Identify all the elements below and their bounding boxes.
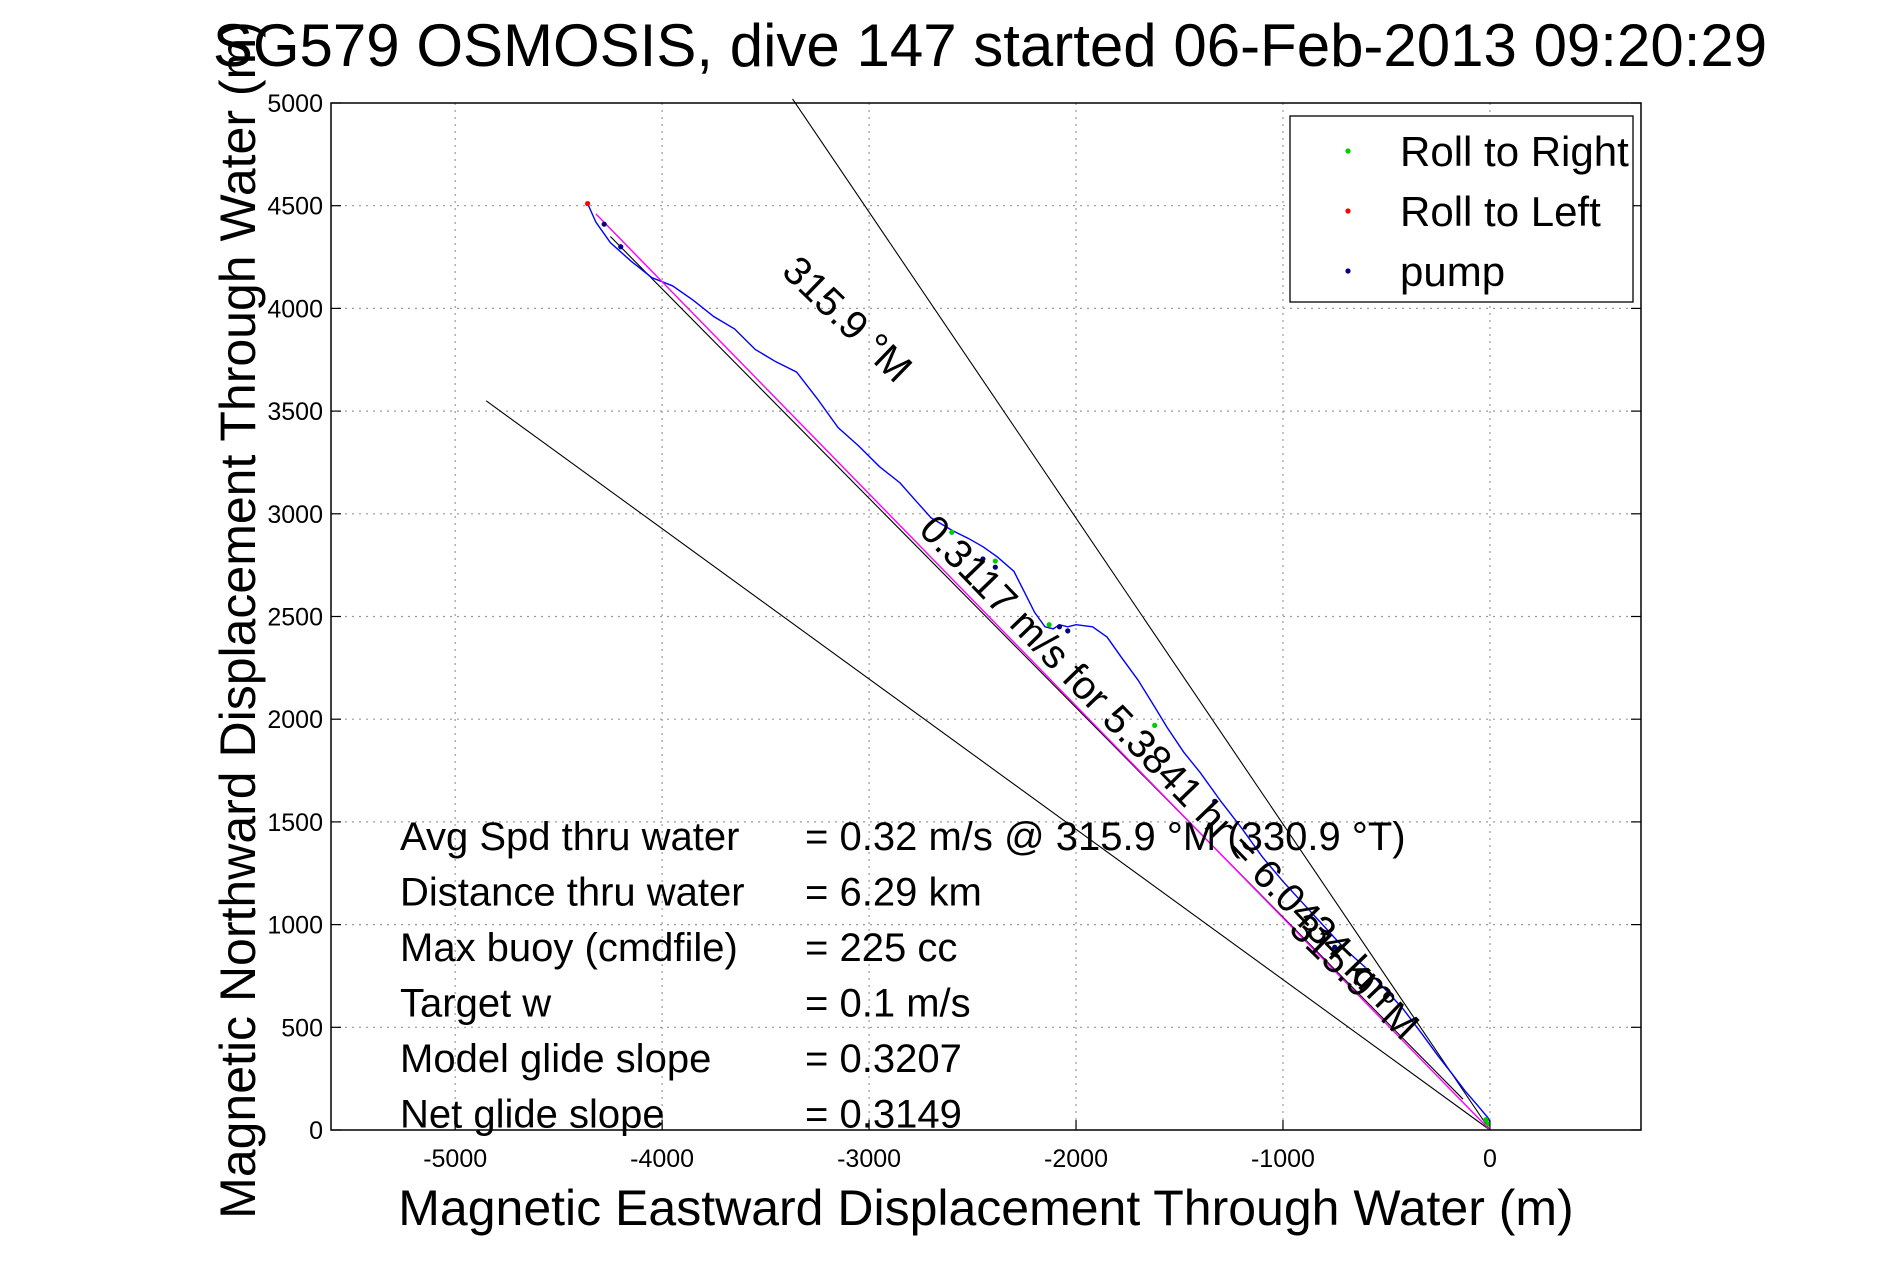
marker-roll-right (949, 529, 955, 535)
marker-pump (601, 221, 607, 227)
y-tick-label: 2000 (267, 706, 323, 734)
marker-pump (1065, 628, 1071, 634)
marker-roll-right (992, 558, 998, 564)
marker-pump (1212, 798, 1218, 804)
y-axis-label: Magnetic Northward Displacement Through … (210, 21, 266, 1219)
series-line-track (586, 203, 1491, 1123)
y-tick-label: 2500 (267, 604, 323, 632)
series (586, 203, 1491, 1131)
grid (331, 103, 1641, 1130)
stat-label: Net glide slope (400, 1093, 665, 1137)
reference-line (609, 236, 1464, 1100)
y-tick-label: 4500 (267, 193, 323, 221)
ticks: -5000 -4000 -3000 -2000 -1000 0 0 500 1000 1500 20… (267, 90, 1641, 1173)
marker-roll-right (1363, 967, 1369, 973)
y-tick-label: 1500 (267, 809, 323, 837)
y-tick-label: 500 (281, 1014, 323, 1042)
stat-value: = 0.32 m/s @ 315.9 °M (330.9 °T) (805, 815, 1406, 859)
stat-label: Max buoy (cmdfile) (400, 926, 738, 970)
legend-label: pump (1400, 248, 1505, 295)
marker-roll-right (1152, 722, 1158, 728)
x-tick-label: -1000 (1251, 1145, 1315, 1173)
y-tick-label: 1000 (267, 912, 323, 940)
stat-value: = 0.1 m/s (805, 982, 971, 1026)
chart-title: SG579 OSMOSIS, dive 147 started 06-Feb-2… (213, 12, 1767, 79)
y-tick-label: 3000 (267, 501, 323, 529)
legend-label: Roll to Right (1400, 128, 1629, 175)
marker-pump (1332, 944, 1338, 950)
marker-roll-left (585, 201, 591, 207)
y-tick-label: 4000 (267, 295, 323, 323)
reference-line (485, 400, 1491, 1131)
y-tick-label: 3500 (267, 398, 323, 426)
stat-label: Distance thru water (400, 871, 745, 915)
legend-label: Roll to Left (1400, 188, 1601, 235)
legend-marker (1345, 208, 1351, 214)
x-axis-label: Magnetic Eastward Displacement Through W… (398, 1180, 1573, 1236)
x-tick-label: -2000 (1044, 1145, 1108, 1173)
y-tick-label: 0 (309, 1117, 323, 1145)
stat-label: Avg Spd thru water (400, 815, 739, 859)
x-tick-label: -4000 (630, 1145, 694, 1173)
x-tick-label: 0 (1483, 1145, 1497, 1173)
reference-lines (485, 98, 1491, 1131)
legend: Roll to Right Roll to Left pump (1289, 115, 1634, 303)
y-tick-label: 5000 (267, 90, 323, 118)
stat-label: Target w (400, 982, 551, 1026)
stat-value: = 6.29 km (805, 871, 982, 915)
marker-pump (618, 244, 624, 250)
stat-label: Model glide slope (400, 1037, 711, 1081)
reference-line (792, 98, 1491, 1131)
stat-value: = 0.3207 (805, 1037, 962, 1081)
marker-pump (1056, 624, 1063, 630)
stat-value: = 0.3149 (805, 1093, 962, 1137)
marker-roll-right (1485, 1121, 1491, 1127)
marker-pump (980, 556, 986, 562)
series-line-net (595, 213, 1491, 1131)
legend-marker (1345, 148, 1351, 154)
stats-block: Avg Spd thru water = 0.32 m/s @ 315.9 °M … (400, 815, 1406, 1137)
stat-value: = 225 cc (805, 926, 957, 970)
x-tick-label: -5000 (423, 1145, 487, 1173)
marker-roll-right (1046, 622, 1052, 628)
legend-marker (1345, 268, 1351, 274)
marker-roll-right (1483, 1117, 1489, 1123)
markers (585, 201, 1491, 1127)
marker-pump (992, 564, 998, 570)
x-tick-label: -3000 (837, 1145, 901, 1173)
